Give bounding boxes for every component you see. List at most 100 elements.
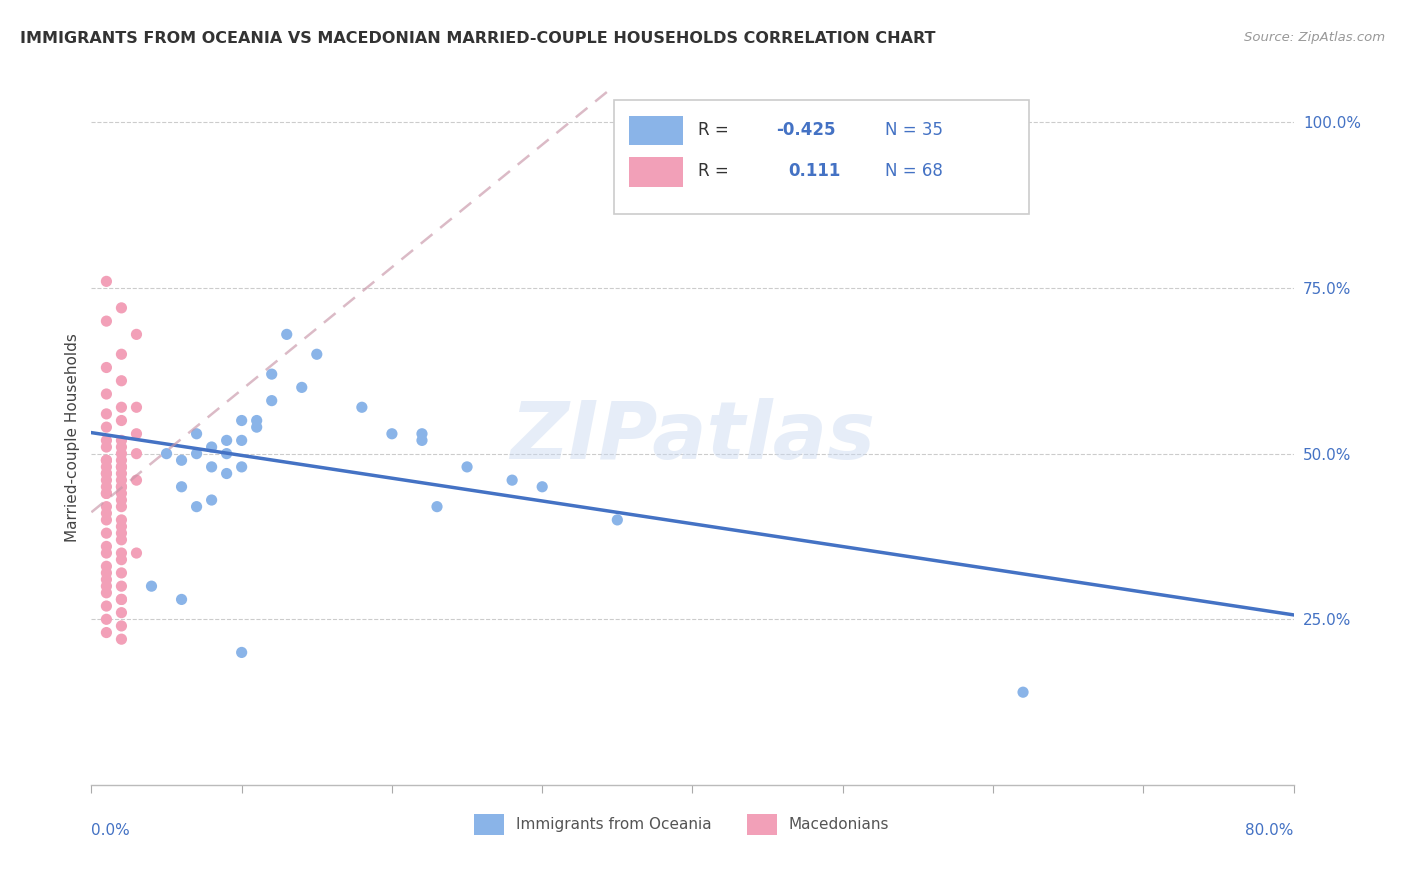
Point [201,493,224,508]
Point [231,645,253,659]
Point [110,579,132,593]
Point [231,459,253,474]
Point [110,533,132,547]
Point [110,619,132,633]
Point [110,513,132,527]
Point [215,434,238,448]
Point [110,526,132,541]
Point [96,453,118,467]
Point [110,552,132,566]
Point [96,526,118,541]
Point [96,612,118,626]
Point [110,467,132,481]
Point [96,486,118,500]
Point [96,467,118,481]
Point [141,579,163,593]
Point [186,426,208,441]
Point [110,480,132,494]
Point [201,459,224,474]
Point [110,546,132,560]
Point [110,592,132,607]
Point [110,606,132,620]
Point [110,447,132,461]
Point [1012,685,1035,699]
Point [125,473,148,487]
Point [96,546,118,560]
Point [426,500,449,514]
Point [170,480,193,494]
Point [501,473,523,487]
Point [96,440,118,454]
Point [110,592,132,607]
Point [110,500,132,514]
Point [125,447,148,461]
Point [110,434,132,448]
Point [276,327,298,342]
Point [96,480,118,494]
Bar [628,116,683,145]
Text: IMMIGRANTS FROM OCEANIA VS MACEDONIAN MARRIED-COUPLE HOUSEHOLDS CORRELATION CHAR: IMMIGRANTS FROM OCEANIA VS MACEDONIAN MA… [20,31,935,46]
Text: -0.425: -0.425 [776,120,837,138]
Point [96,407,118,421]
Point [246,413,269,427]
Point [260,393,283,408]
Point [96,559,118,574]
Text: N = 35: N = 35 [884,120,943,138]
Point [606,513,628,527]
Point [125,401,148,415]
Point [215,467,238,481]
Point [96,566,118,580]
Point [110,347,132,361]
Bar [747,814,776,835]
Point [170,453,193,467]
Point [96,467,118,481]
Point [96,486,118,500]
Point [170,592,193,607]
Point [110,473,132,487]
Point [231,434,253,448]
Point [110,486,132,500]
Point [96,387,118,401]
Point [110,401,132,415]
Point [125,546,148,560]
Point [201,440,224,454]
Point [186,500,208,514]
Text: 0.0%: 0.0% [91,823,131,838]
Y-axis label: Married-couple Households: Married-couple Households [65,333,80,541]
Point [110,301,132,315]
Text: N = 68: N = 68 [884,162,942,180]
Point [291,380,314,394]
Text: Macedonians: Macedonians [789,817,889,832]
Point [125,327,148,342]
Point [96,500,118,514]
Point [110,453,132,467]
Point [96,513,118,527]
Point [96,540,118,554]
Text: Source: ZipAtlas.com: Source: ZipAtlas.com [1244,31,1385,45]
Point [96,420,118,434]
Point [110,519,132,533]
Point [215,447,238,461]
Text: R =: R = [699,162,730,180]
Point [96,506,118,520]
Point [96,586,118,600]
Point [96,625,118,640]
Text: 0.111: 0.111 [789,162,841,180]
Point [110,374,132,388]
Point [96,434,118,448]
Point [531,480,554,494]
Bar [628,157,683,186]
Point [96,274,118,288]
Point [231,413,253,427]
Point [96,579,118,593]
Text: ZIPatlas: ZIPatlas [510,398,875,476]
Point [350,401,373,415]
Point [96,473,118,487]
Point [96,573,118,587]
Point [456,459,478,474]
Point [381,426,404,441]
Point [411,426,433,441]
Bar [614,100,1029,214]
Point [186,447,208,461]
Point [110,413,132,427]
